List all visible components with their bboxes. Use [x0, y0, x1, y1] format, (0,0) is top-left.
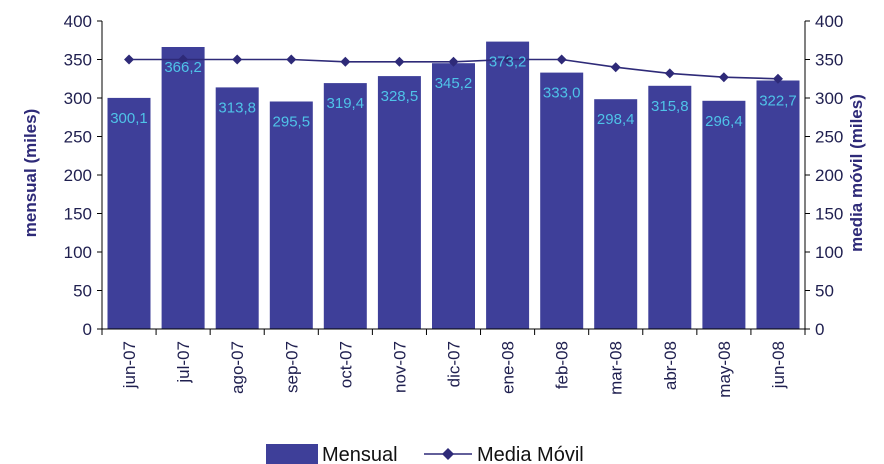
left-axis-title: mensual (miles): [21, 109, 40, 238]
marker-jun-07: [124, 54, 135, 65]
data-labels-group: 300,1 366,2 313,8 295,5 319,4 328,5 345,2 373,2…: [110, 54, 797, 131]
marker-ene-08: [502, 54, 513, 65]
x-tick-label-sep-07: sep-07: [282, 341, 301, 393]
x-tick-label-jun-07: jun-07: [120, 341, 139, 389]
marker-mar-08: [610, 62, 621, 73]
bars-group: [107, 41, 800, 330]
left-tick-label-150: 150: [64, 205, 92, 224]
bar-jun-07: [107, 97, 151, 330]
legend-marker-media-movil: [442, 448, 454, 460]
data-label-jul-07: 366,2: [164, 59, 202, 76]
x-tick-label-jun-08: jun-08: [769, 341, 788, 389]
data-label-dic-07: 345,2: [435, 75, 473, 92]
x-tick-label-nov-07: nov-07: [390, 341, 409, 393]
data-label-jun-08: 322,7: [759, 93, 797, 110]
right-tick-label-200: 200: [815, 166, 843, 185]
marker-dic-07: [448, 56, 459, 67]
bar-mar-08: [594, 99, 638, 329]
bar-jul-07: [161, 47, 205, 329]
right-tick-label-250: 250: [815, 128, 843, 147]
right-tick-label-150: 150: [815, 205, 843, 224]
marker-feb-08: [556, 54, 567, 65]
legend-label-mensual: Mensual: [322, 444, 398, 464]
marker-jul-07: [178, 54, 189, 65]
x-tick-label-may-08: may-08: [715, 341, 734, 398]
x-tick-label-feb-08: feb-08: [553, 341, 572, 389]
x-tick-label-ene-08: ene-08: [499, 341, 518, 394]
marker-jun-08: [772, 73, 783, 84]
left-tick-label-100: 100: [64, 243, 92, 262]
right-tick-label-400: 400: [815, 12, 843, 31]
data-label-ene-08: 373,2: [489, 54, 527, 71]
bar-oct-07: [323, 83, 367, 329]
data-label-mar-08: 298,4: [597, 111, 635, 128]
bar-nov-07: [377, 76, 421, 329]
line-series-group: [124, 54, 783, 84]
right-axis-title: media móvil (miles): [847, 94, 866, 252]
x-tick-label-abr-08: abr-08: [661, 341, 680, 390]
right-tick-label-350: 350: [815, 51, 843, 70]
bar-may-08: [702, 100, 746, 329]
marker-ago-07: [232, 54, 243, 65]
legend-swatch-mensual: [266, 444, 318, 464]
bar-feb-08: [540, 72, 584, 329]
bar-ago-07: [215, 87, 259, 330]
x-tick-label-dic-07: dic-07: [445, 341, 464, 387]
data-label-jun-07: 300,1: [110, 110, 148, 127]
left-tick-label-300: 300: [64, 89, 92, 108]
bar-sep-07: [269, 101, 313, 329]
legend: Mensual Media Móvil: [266, 444, 584, 464]
bar-jun-08: [756, 80, 800, 329]
bar-dic-07: [432, 63, 475, 329]
data-label-sep-07: 295,5: [273, 114, 311, 131]
data-label-may-08: 296,4: [705, 113, 743, 130]
x-tick-label-oct-07: oct-07: [336, 341, 355, 388]
marker-sep-07: [286, 54, 297, 65]
left-tick-label-200: 200: [64, 166, 92, 185]
axes-group: 0 0 50 50 100 100 150 150 200 200 250 250 300 300 350 3…: [64, 12, 844, 398]
right-tick-label-0: 0: [815, 320, 824, 339]
data-label-ago-07: 313,8: [218, 99, 256, 116]
right-tick-label-100: 100: [815, 243, 843, 262]
right-tick-label-50: 50: [815, 282, 834, 301]
x-tick-label-ago-07: ago-07: [228, 341, 247, 394]
bar-abr-08: [648, 85, 692, 329]
left-tick-label-400: 400: [64, 12, 92, 31]
data-label-feb-08: 333,0: [543, 85, 581, 102]
right-tick-label-300: 300: [815, 89, 843, 108]
marker-abr-08: [664, 68, 675, 79]
left-tick-label-0: 0: [83, 320, 92, 339]
x-tick-label-mar-08: mar-08: [607, 341, 626, 395]
marker-oct-07: [340, 56, 351, 67]
legend-label-media-movil: Media Móvil: [477, 444, 584, 464]
data-label-abr-08: 315,8: [651, 98, 689, 115]
left-tick-label-50: 50: [73, 282, 92, 301]
x-tick-label-jul-07: jul-07: [174, 341, 193, 384]
data-label-nov-07: 328,5: [381, 88, 419, 105]
left-tick-label-350: 350: [64, 51, 92, 70]
bar-ene-08: [486, 41, 530, 329]
data-label-oct-07: 319,4: [327, 95, 365, 112]
marker-nov-07: [394, 56, 405, 67]
marker-may-08: [718, 72, 729, 83]
left-tick-label-250: 250: [64, 128, 92, 147]
